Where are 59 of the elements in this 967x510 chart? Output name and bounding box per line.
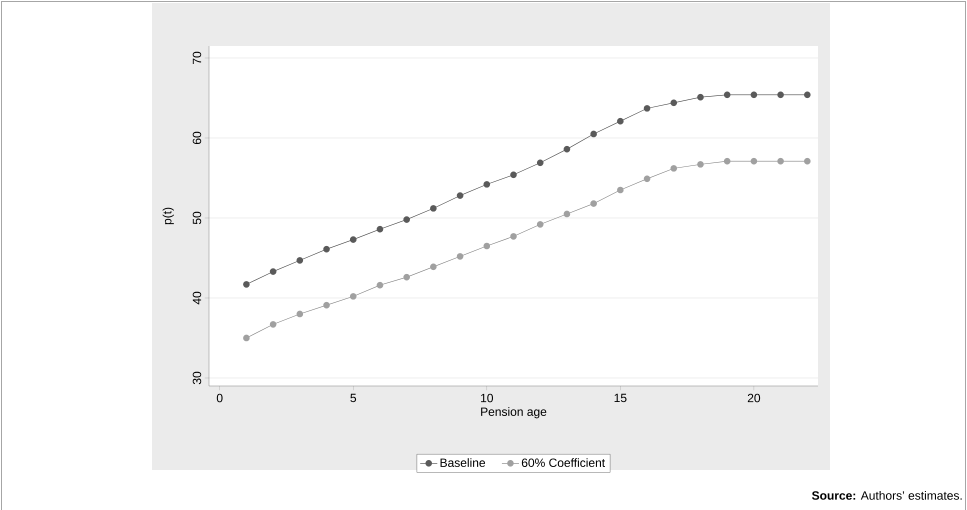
y-tick-label: 40: [192, 292, 202, 304]
point: [483, 242, 490, 250]
point: [323, 246, 330, 252]
x-tick-label: 5: [350, 394, 356, 402]
point: [376, 282, 384, 288]
point: [456, 253, 464, 260]
point: [564, 210, 570, 218]
point: [750, 91, 758, 98]
text: Source: Authors’ estimates.: [812, 490, 962, 500]
point: [243, 281, 250, 288]
legend-label: Baseline: [440, 458, 486, 467]
point: [804, 158, 811, 164]
point: [483, 181, 490, 188]
y-tick-label: 30: [192, 372, 202, 384]
y-axis-title: p(t): [162, 208, 174, 224]
y-tick-label: 70: [192, 52, 202, 64]
x-tick-label: 15: [614, 394, 627, 402]
point: [644, 175, 650, 182]
point: [350, 236, 357, 243]
point: [590, 130, 597, 138]
point: [296, 257, 304, 264]
point: [510, 171, 517, 178]
y-tick-label: 60: [192, 132, 202, 144]
x-tick-label: 20: [748, 394, 760, 402]
point: [296, 310, 304, 318]
point: [564, 146, 570, 152]
point: [777, 158, 784, 164]
point: [670, 165, 678, 172]
point: [670, 99, 678, 106]
point: [430, 205, 437, 212]
point: [777, 91, 784, 98]
point: [617, 118, 624, 124]
point: [376, 226, 384, 232]
point: [617, 186, 624, 194]
point: [536, 159, 544, 166]
point: [350, 293, 357, 300]
point: [724, 91, 730, 98]
point: [724, 158, 730, 164]
x-tick-label: 10: [481, 394, 494, 402]
point: [430, 263, 437, 270]
point: [750, 158, 758, 164]
point: [270, 268, 276, 275]
point: [243, 334, 250, 342]
point: [403, 216, 410, 223]
point: [536, 221, 544, 228]
y-tick-label: 50: [192, 212, 202, 224]
point: [590, 200, 597, 207]
point: [697, 94, 704, 100]
point: [804, 91, 811, 98]
point: [270, 321, 276, 328]
point: [510, 233, 517, 240]
point: [323, 302, 330, 308]
point: [403, 274, 410, 280]
point: [456, 192, 464, 199]
legend-label: 60% Coefficient: [522, 458, 606, 467]
x-tick-label: 0: [216, 394, 223, 402]
point: [644, 105, 650, 112]
point: [697, 161, 704, 168]
x-axis-title: Pension age: [481, 407, 546, 418]
